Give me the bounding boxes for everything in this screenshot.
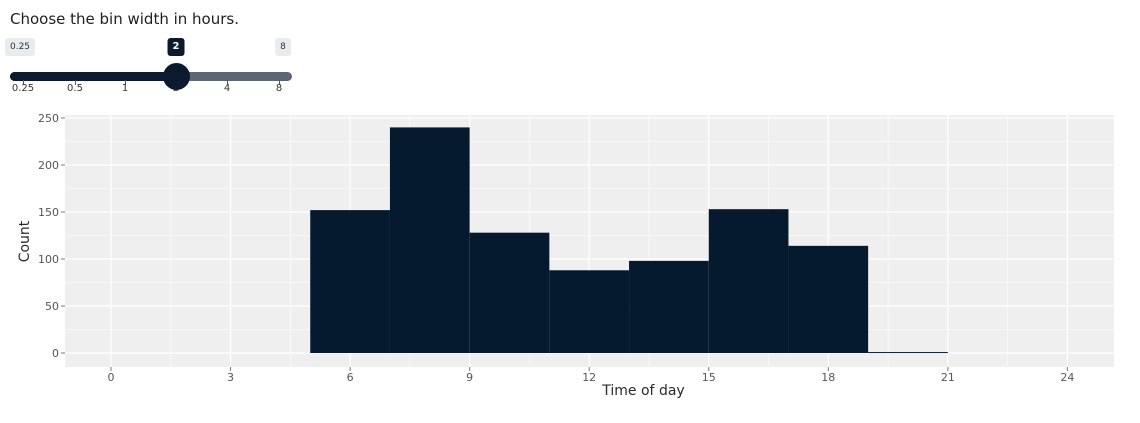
histogram-bar <box>629 260 709 353</box>
histogram-bar <box>788 245 869 353</box>
histogram-bar <box>469 232 550 353</box>
histogram-bar <box>549 270 630 353</box>
slider-max-label: 8 <box>275 38 291 56</box>
histogram-bar <box>868 352 948 354</box>
slider-tick-label: 1 <box>121 83 129 94</box>
histogram-bar <box>708 209 789 353</box>
x-tick-label: 9 <box>466 371 473 384</box>
y-tick-label: 250 <box>38 112 59 125</box>
slider-tick-mark <box>227 80 228 85</box>
slider-tick-mark <box>23 80 24 85</box>
slider-tick-label: 8 <box>275 83 283 94</box>
y-tick-label: 100 <box>38 253 59 266</box>
slider-tick-label: 4 <box>223 83 231 94</box>
x-axis: 0 3 6 9 12 15 18 21 24 <box>108 367 1074 384</box>
x-tick-label: 24 <box>1060 371 1074 384</box>
slider-track[interactable] <box>10 72 292 81</box>
bin-width-prompt: Choose the bin width in hours. <box>10 10 239 28</box>
y-tick-label: 200 <box>38 159 59 172</box>
x-tick-label: 15 <box>702 371 716 384</box>
x-axis-title: Time of day <box>601 383 684 399</box>
bin-width-slider[interactable]: 0.25 2 8 0.250.51248 <box>4 38 292 98</box>
slider-handle[interactable] <box>162 63 190 90</box>
x-tick-label: 6 <box>347 371 354 384</box>
slider-tick-mark <box>279 80 280 85</box>
histogram-bar <box>389 127 470 354</box>
histogram-bar <box>310 210 390 353</box>
histogram-chart: 0 3 6 9 12 15 18 21 24 0 50 100 150 200 250 Time of d… <box>17 112 1114 399</box>
x-tick-label: 0 <box>108 371 115 384</box>
x-tick-label: 3 <box>227 371 234 384</box>
y-tick-label: 0 <box>52 347 59 360</box>
slider-tick-mark <box>125 80 126 85</box>
slider-tick-mark <box>75 80 76 85</box>
x-tick-label: 12 <box>582 371 596 384</box>
histogram-bars <box>310 127 948 354</box>
x-tick-label: 21 <box>941 371 955 384</box>
slider-min-label: 0.25 <box>4 38 36 56</box>
y-tick-label: 150 <box>38 206 59 219</box>
slider-tick-label: 0.5 <box>67 83 83 94</box>
y-axis-title: Count <box>17 220 33 262</box>
slider-tick-label: 0.25 <box>11 83 35 94</box>
y-tick-label: 50 <box>45 300 59 313</box>
y-axis: 0 50 100 150 200 250 <box>38 112 65 360</box>
slider-track-fill <box>10 72 176 81</box>
x-tick-label: 18 <box>821 371 835 384</box>
slider-current-value: 2 <box>167 38 185 56</box>
